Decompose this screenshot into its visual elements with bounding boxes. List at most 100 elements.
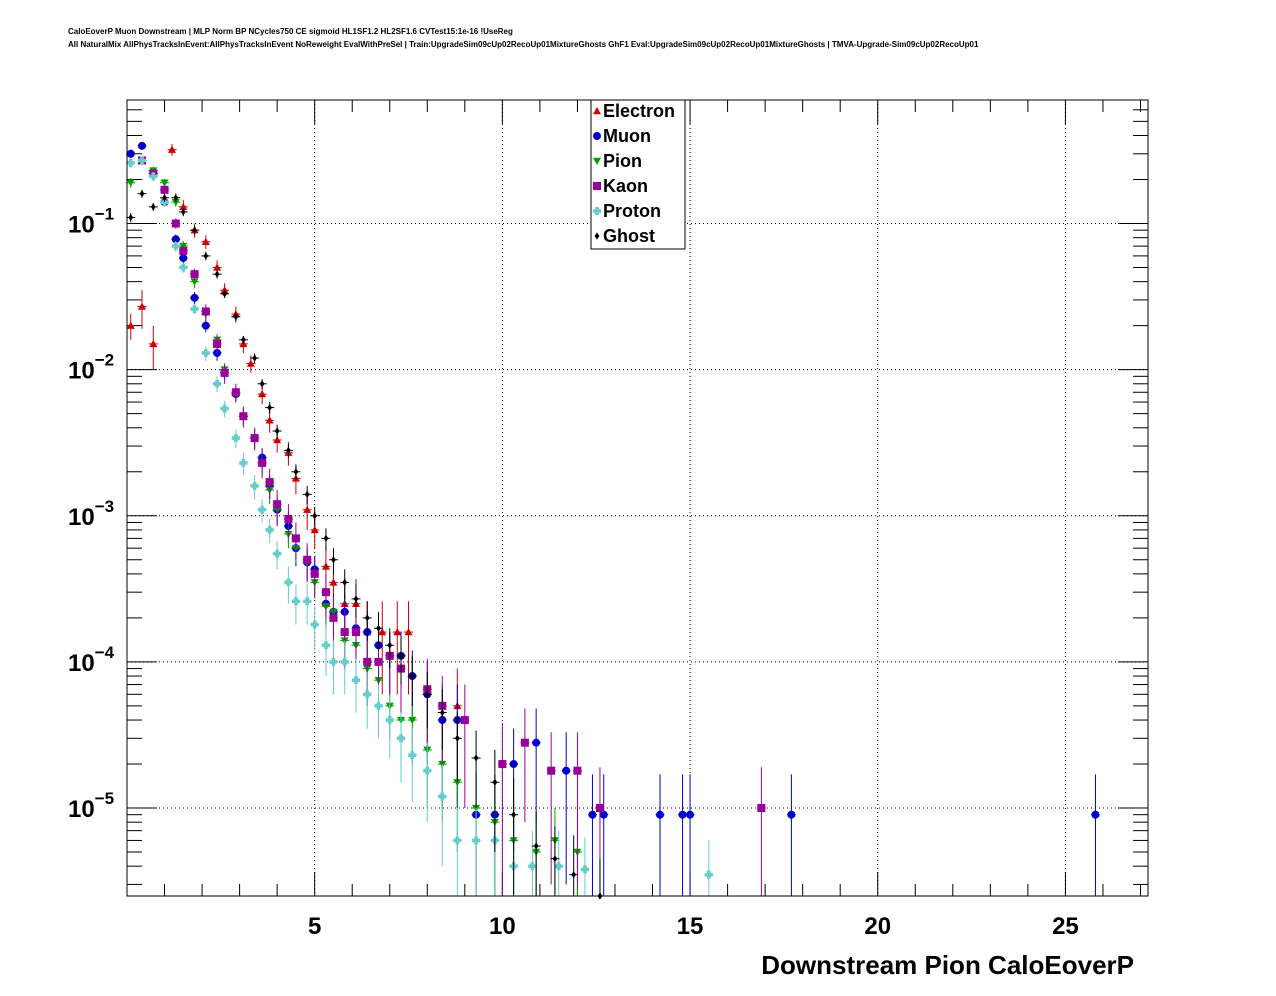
ghost-point — [265, 402, 275, 414]
muon-marker — [686, 810, 695, 819]
legend-label-pion: Pion — [603, 151, 642, 171]
pion-marker — [453, 779, 462, 787]
proton-marker — [340, 657, 349, 666]
ghost-marker — [233, 313, 239, 321]
proton-point — [704, 840, 714, 896]
ghost-marker — [533, 842, 539, 850]
proton-point — [471, 808, 481, 896]
kaon-marker — [171, 219, 180, 228]
proton-point — [321, 624, 331, 677]
legend-label-muon: Muon — [603, 126, 651, 146]
proton-marker — [231, 434, 240, 443]
ghost-marker — [342, 578, 348, 586]
proton-marker — [201, 348, 210, 357]
electron-marker — [168, 145, 177, 153]
muon-marker — [171, 235, 180, 244]
electron-marker — [378, 628, 387, 636]
electron-marker — [393, 628, 402, 636]
kaon-marker — [595, 804, 604, 813]
proton-marker — [554, 862, 563, 871]
ghost-point — [509, 778, 519, 896]
ghost-point — [407, 655, 417, 706]
legend-label-electron: Electron — [603, 101, 675, 121]
kaon-marker — [310, 569, 319, 578]
ghost-point — [190, 226, 200, 235]
electron-marker — [213, 263, 222, 271]
proton-point — [385, 696, 395, 758]
kaon-marker — [239, 412, 248, 421]
muon-marker — [562, 766, 571, 775]
proton-marker — [385, 716, 394, 725]
kaon-point — [283, 504, 293, 539]
electron-point — [392, 601, 402, 695]
kaon-point — [212, 335, 222, 353]
legend-label-kaon: Kaon — [603, 176, 648, 196]
proton-marker — [528, 862, 537, 871]
muon-point — [137, 141, 147, 150]
pion-marker — [171, 198, 180, 207]
proton-point — [437, 764, 447, 867]
proton-marker — [273, 549, 282, 558]
x-axis-title: Downstream Pion CaloEoverP — [761, 950, 1134, 980]
electron-point — [137, 290, 147, 329]
muon-point — [678, 774, 688, 896]
proton-marker — [179, 263, 188, 272]
legend-label-ghost: Ghost — [603, 226, 655, 246]
ghost-marker — [274, 427, 280, 435]
proton-point — [231, 429, 241, 449]
ghost-point — [340, 569, 350, 599]
proton-marker — [310, 620, 319, 629]
ghost-marker — [180, 208, 186, 216]
muon-point — [561, 732, 571, 885]
ghost-marker — [364, 614, 370, 622]
electron-point — [377, 601, 387, 695]
proton-marker — [149, 172, 158, 181]
ghost-marker — [492, 778, 498, 786]
electron-marker — [258, 390, 267, 398]
kaon-marker — [520, 738, 529, 747]
proton-point — [272, 541, 282, 570]
ghost-point — [238, 335, 248, 344]
electron-marker — [246, 359, 255, 367]
data-series — [126, 141, 1100, 900]
pion-point — [126, 177, 136, 188]
proton-marker — [291, 597, 300, 606]
ghost-marker — [139, 190, 145, 198]
muon-marker — [179, 254, 188, 263]
ghost-marker — [214, 270, 220, 278]
series-muon — [126, 141, 1100, 896]
proton-point — [137, 155, 147, 166]
electron-marker — [321, 562, 330, 570]
legend-box — [590, 99, 686, 250]
legend-entry-proton: Proton — [593, 201, 661, 221]
kaon-marker — [258, 458, 267, 467]
electron-marker — [404, 628, 413, 636]
ghost-point — [471, 730, 481, 809]
kaon-marker — [573, 766, 582, 775]
proton-marker — [438, 792, 447, 801]
electron-marker — [220, 286, 229, 294]
muon-marker — [787, 810, 796, 819]
ghost-marker — [398, 652, 404, 660]
ghost-marker — [473, 754, 479, 762]
ghost-point — [452, 712, 462, 783]
proton-marker — [704, 870, 713, 879]
proton-marker — [453, 836, 462, 845]
proton-point — [340, 640, 350, 695]
proton-marker — [423, 766, 432, 775]
proton-marker — [303, 597, 312, 606]
ghost-marker — [259, 380, 265, 388]
ghost-point — [212, 270, 222, 279]
legend-marker-proton — [593, 207, 601, 215]
ghost-point — [550, 826, 560, 896]
kaon-point — [231, 383, 241, 403]
proton-marker — [472, 836, 481, 845]
kaon-marker — [179, 246, 188, 255]
proton-point — [178, 262, 188, 273]
proton-marker — [351, 676, 360, 685]
ghost-point — [201, 251, 211, 261]
proton-marker — [138, 156, 147, 165]
ghost-point — [396, 636, 406, 685]
ghost-marker — [150, 203, 156, 211]
